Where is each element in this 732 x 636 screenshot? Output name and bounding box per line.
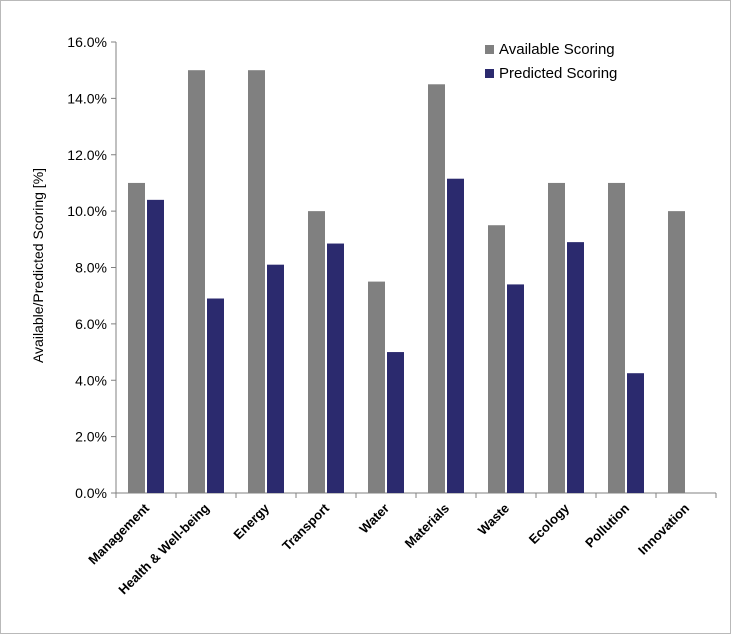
x-category-label: Ecology <box>526 500 573 547</box>
x-category-label: Water <box>356 501 392 537</box>
legend: Available Scoring Predicted Scoring <box>485 41 617 82</box>
bar-available <box>248 70 265 493</box>
bar-available <box>488 225 505 493</box>
bar-predicted <box>387 352 404 493</box>
bar-predicted <box>327 243 344 493</box>
legend-swatch-available <box>485 45 494 54</box>
bar-available <box>668 211 685 493</box>
bar-predicted <box>627 373 644 493</box>
bar-available <box>428 84 445 493</box>
bar-predicted <box>147 199 164 493</box>
y-tick-label: 14.0% <box>67 90 107 106</box>
y-tick-label: 6.0% <box>75 316 107 332</box>
y-tick-label: 8.0% <box>75 260 107 276</box>
legend-label-available: Available Scoring <box>499 41 615 58</box>
y-tick-label: 4.0% <box>75 372 107 388</box>
x-category-label: Waste <box>475 501 512 538</box>
y-tick-label: 12.0% <box>67 147 107 163</box>
bar-available <box>128 182 145 493</box>
y-tick-label: 2.0% <box>75 429 107 445</box>
bar-available <box>368 281 385 493</box>
y-tick-label: 0.0% <box>75 485 107 501</box>
x-category-label: Management <box>85 500 152 567</box>
bar-available <box>548 182 565 493</box>
plot-area: 0.0% 2.0% 4.0% 6.0% 8.0% 10.0% 12.0% 14.0% 16.0%… <box>67 34 717 597</box>
x-category-label: Transport <box>279 500 332 553</box>
bar-predicted <box>447 178 464 493</box>
legend-label-predicted: Predicted Scoring <box>499 65 617 82</box>
bar-predicted <box>567 242 584 493</box>
x-category-label: Pollution <box>582 500 632 550</box>
x-category-label: Energy <box>230 500 272 542</box>
y-tick-label: 10.0% <box>67 203 107 219</box>
bar-predicted <box>267 264 284 493</box>
y-tick-label: 16.0% <box>67 34 107 50</box>
bar-available <box>188 70 205 493</box>
bar-predicted <box>207 298 224 493</box>
bar-available <box>608 182 625 493</box>
x-category-label: Materials <box>402 501 452 551</box>
bar-predicted <box>507 284 524 493</box>
x-category-label: Innovation <box>635 500 692 557</box>
y-axis-title: Available/Predicted Scoring [%] <box>30 168 46 363</box>
bar-available <box>308 211 325 493</box>
legend-swatch-predicted <box>485 69 494 78</box>
